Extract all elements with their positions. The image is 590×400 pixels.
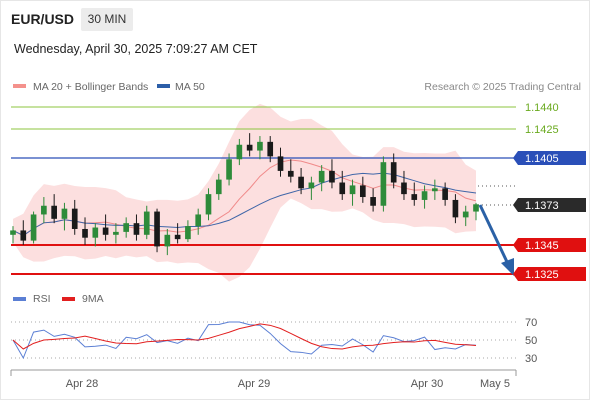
candle-body xyxy=(174,234,181,240)
rsi-tick-70: 70 xyxy=(525,317,537,329)
candle-body xyxy=(205,194,212,215)
level-tag-1405 xyxy=(518,151,586,165)
candle-body xyxy=(442,188,448,200)
x-label-may5: May 5 xyxy=(480,378,510,390)
candle-body xyxy=(41,205,47,215)
candle-body xyxy=(390,162,397,183)
candle-body xyxy=(92,227,99,238)
candle-body xyxy=(287,170,294,177)
moving-averages xyxy=(12,159,477,237)
timestamp: Wednesday, April 30, 2025 7:09:27 AM CET xyxy=(14,42,258,56)
level-tag-1325 xyxy=(518,267,586,281)
rsi-legend-swatch xyxy=(13,297,26,301)
level-label-1440: 1.1440 xyxy=(525,102,559,114)
candle-body xyxy=(71,208,78,229)
last-price-tag-tip xyxy=(513,198,518,212)
forecast-arrow-shaft xyxy=(478,204,510,265)
candle-body xyxy=(257,141,263,151)
bollinger-band xyxy=(13,103,476,282)
rsi-legend-label: RSI xyxy=(33,293,51,305)
candle-body xyxy=(298,176,304,189)
level-label-1425: 1.1425 xyxy=(525,124,559,136)
candle-body xyxy=(277,156,284,171)
rsi-lines xyxy=(12,321,477,360)
candle-body xyxy=(113,231,119,235)
bollinger-band-fill xyxy=(13,103,476,282)
candle-body xyxy=(401,182,407,195)
level-label-1405: 1.1405 xyxy=(525,153,559,165)
rsi-ma-legend-swatch xyxy=(62,297,75,301)
candle-body xyxy=(432,188,438,192)
ma20-legend-label: MA 20 + Bollinger Bands xyxy=(33,81,148,93)
candle-body xyxy=(349,185,356,195)
x-label-apr28: Apr 28 xyxy=(66,378,98,390)
ma50-line xyxy=(12,172,477,237)
candle-body xyxy=(102,227,109,235)
rsi-ma-legend-label: 9MA xyxy=(82,293,104,305)
candle-body xyxy=(154,211,160,247)
candle-body xyxy=(30,214,37,241)
candle-body xyxy=(215,179,222,195)
candle-body xyxy=(267,141,274,157)
candle-body xyxy=(452,199,459,218)
candle-body xyxy=(20,230,27,241)
level-label-1345: 1.1345 xyxy=(525,240,559,252)
timeframe-badge[interactable]: 30 MIN xyxy=(81,8,133,31)
candle-body xyxy=(195,214,202,227)
rsi-tick-50: 50 xyxy=(525,335,537,347)
candle-body xyxy=(236,144,243,160)
candle-body xyxy=(61,208,68,219)
candles xyxy=(10,133,479,256)
candle-body xyxy=(359,185,366,198)
candle-body xyxy=(339,182,346,195)
candle-body xyxy=(10,230,16,235)
candle-body xyxy=(318,170,325,183)
forecast-arrow-head xyxy=(501,258,514,276)
candle-body xyxy=(411,194,418,200)
candle-body xyxy=(82,228,88,238)
candle-body xyxy=(143,211,150,235)
candle-body xyxy=(308,182,315,189)
candle-body xyxy=(370,197,376,206)
level-tag-1405-tip xyxy=(513,151,518,165)
candle-body xyxy=(380,162,387,206)
candle-body xyxy=(133,223,140,235)
candle-body xyxy=(473,204,479,212)
candle-body xyxy=(329,170,335,183)
level-tag-1345-tip xyxy=(513,238,518,252)
level-label-1325: 1.1325 xyxy=(525,269,559,281)
rsi-ma-line xyxy=(12,323,477,350)
credit-text: Research © 2025 Trading Central xyxy=(424,81,581,93)
ma20-legend-swatch xyxy=(13,84,26,88)
candle-body xyxy=(123,223,130,232)
rsi-tick-30: 30 xyxy=(525,353,537,365)
candle-body xyxy=(226,159,232,180)
candle-body xyxy=(421,191,428,200)
level-tag-1325-tip xyxy=(513,267,518,281)
ma50-legend-label: MA 50 xyxy=(175,81,205,93)
last-price-label: 1.1373 xyxy=(525,200,559,212)
rsi-line xyxy=(12,321,477,360)
x-label-apr30: Apr 30 xyxy=(411,378,443,390)
x-label-apr29: Apr 29 xyxy=(238,378,270,390)
candle-body xyxy=(185,226,191,240)
candle-body xyxy=(51,205,57,219)
ma50-legend-swatch xyxy=(157,84,170,88)
symbol-title: EUR/USD xyxy=(11,11,75,27)
last-price-tag xyxy=(518,198,586,212)
candle-body xyxy=(246,144,253,151)
candle-body xyxy=(164,234,171,247)
candle-body xyxy=(462,211,469,218)
level-tag-1345 xyxy=(518,238,586,252)
